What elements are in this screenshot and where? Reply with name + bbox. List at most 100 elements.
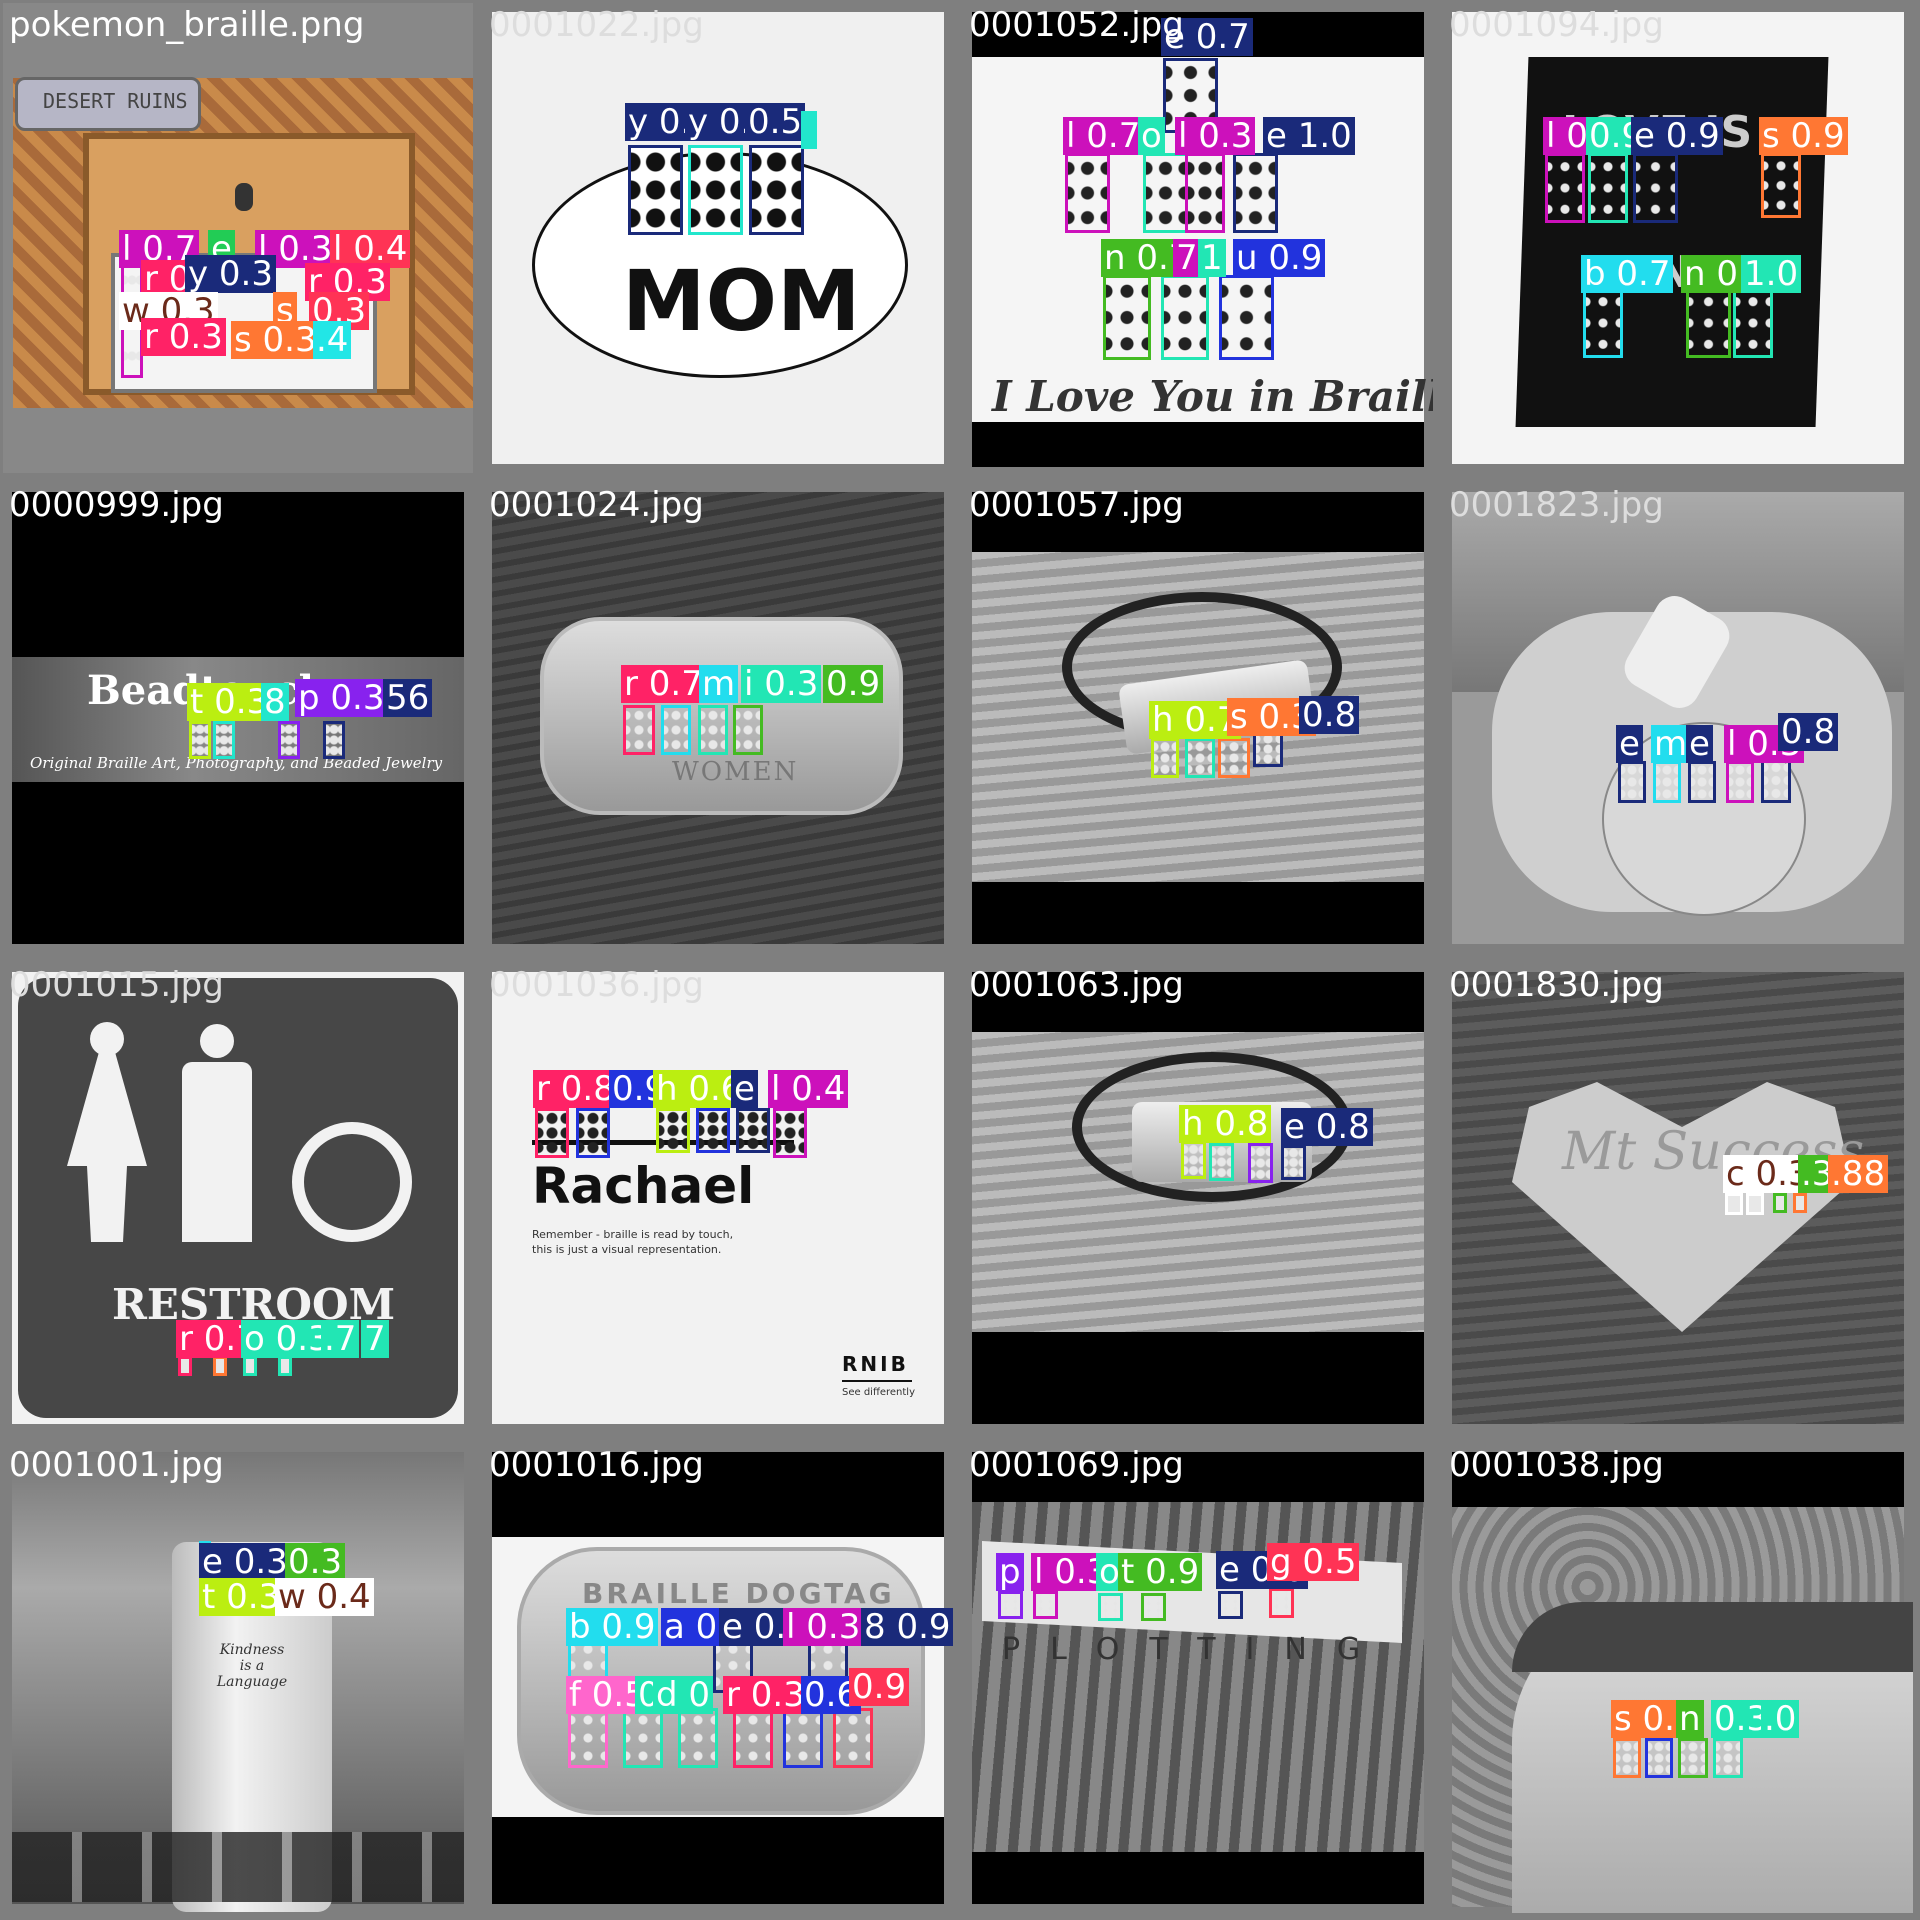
detection-box	[623, 1708, 663, 1768]
filename: pokemon_braille.png	[9, 5, 365, 45]
detection-label: e 0.7	[1161, 18, 1253, 56]
scene-text: BRAILLE DOGTAG	[582, 1577, 895, 1610]
detection-label: h 0.6	[653, 1070, 746, 1108]
detection-label: 0.5	[745, 103, 806, 141]
detection-label: 8 0.9	[861, 1608, 953, 1646]
detection-label: u 0.9	[1233, 239, 1326, 277]
detection-label: s 0.3	[231, 321, 320, 359]
detection-box	[1713, 1738, 1743, 1778]
detection-label: 0.9	[849, 1668, 910, 1706]
detection-label: l 0.7	[1063, 117, 1144, 155]
detection-box	[1033, 1591, 1058, 1619]
tile-letter: T	[1149, 1632, 1198, 1667]
detection-label: r 0.8	[533, 1070, 618, 1108]
detection-label: 1	[1198, 239, 1226, 277]
detection-box	[1583, 288, 1623, 358]
tile-9: RESTROOM 0001015.jpg r 0.7 o 0.3 .7 7	[3, 963, 473, 1433]
detection-label: a 0	[661, 1608, 721, 1646]
scene-text: MOM	[622, 252, 861, 350]
detection-label: .7	[321, 1320, 360, 1358]
tile-8: 0001823.jpg e m e l 0.3 0.8	[1443, 483, 1913, 953]
scene-text: Remember - braille is read by touch,	[532, 1228, 734, 1241]
filename: 0001016.jpg	[489, 1445, 704, 1485]
detection-box	[1686, 288, 1731, 358]
detection-box	[698, 705, 728, 755]
detection-box	[1725, 1193, 1743, 1215]
detection-box	[1141, 1593, 1166, 1621]
filename: 0001069.jpg	[969, 1445, 1184, 1485]
detection-box	[213, 721, 235, 759]
detection-box	[1688, 761, 1716, 803]
filename: 0001001.jpg	[9, 1445, 224, 1485]
detection-label: l 0.4	[768, 1070, 849, 1108]
detection-label: g 0.5	[1267, 1543, 1360, 1581]
tile-letter: L	[1050, 1632, 1096, 1667]
detection-label: p 0.3	[295, 679, 388, 717]
detection-label: t 0.3	[199, 1578, 284, 1616]
detection-box	[1726, 761, 1754, 803]
detection-label: 7	[361, 1320, 389, 1358]
detection-box	[1678, 1738, 1708, 1778]
detection-box	[1248, 1143, 1273, 1183]
plotting-tiles-image: PLOTTING	[963, 1443, 1433, 1913]
detection-box	[278, 721, 300, 759]
detection-label: p	[996, 1553, 1024, 1591]
detection-label: r 0.3	[141, 318, 226, 356]
detection-label: w 0.4	[275, 1578, 374, 1616]
detection-label: o	[1138, 117, 1165, 155]
detection-box	[623, 705, 655, 755]
detection-box	[1645, 1738, 1673, 1778]
sofa-image	[1443, 1443, 1913, 1913]
detection-box	[323, 721, 345, 759]
filename: 0001024.jpg	[489, 485, 704, 525]
tile-5: Beadtouch Original Braille Art, Photogra…	[3, 483, 473, 953]
detection-box	[213, 1356, 227, 1376]
detection-box	[733, 705, 763, 755]
detection-label: b 0.9	[566, 1608, 659, 1646]
detection-label: l 0.4	[330, 230, 411, 268]
detection-box	[1185, 738, 1215, 778]
tile-11: 0001063.jpg h 0.8 e 0.8	[963, 963, 1433, 1433]
detection-box	[1233, 153, 1278, 233]
detection-box	[1253, 731, 1283, 767]
detection-box	[1161, 275, 1209, 360]
filename: 0001057.jpg	[969, 485, 1184, 525]
tile-letter: I	[1245, 1632, 1285, 1667]
detection-label: 8	[261, 683, 289, 721]
detection-label: m	[699, 665, 739, 703]
detection-label: c 0.3	[1723, 1155, 1813, 1193]
detection-label: 7	[1173, 239, 1201, 277]
hand-pendant-image	[1443, 483, 1913, 953]
detection-box	[783, 1708, 823, 1768]
dogtag-wood-image: WOMEN	[483, 483, 953, 953]
detection-box	[1209, 1143, 1234, 1181]
tile-letter: N	[1284, 1632, 1337, 1667]
detection-box	[1588, 153, 1628, 223]
detection-box	[1219, 275, 1274, 360]
detection-box	[833, 1708, 873, 1768]
scene-text: Rachael	[532, 1157, 755, 1215]
detection-label: 0.8	[1299, 696, 1360, 734]
scene-text: Kindness is a Language	[216, 1642, 288, 1690]
detection-label: 0.3	[285, 1543, 346, 1581]
detection-box	[1773, 1193, 1787, 1213]
detection-box	[1545, 153, 1585, 223]
tile-16: 0001038.jpg s 0. n 0.3 .0	[1443, 1443, 1913, 1913]
tile-letter: T	[1197, 1632, 1246, 1667]
scene-text: I Love You in Braille	[992, 372, 1433, 421]
detection-label: h 0.8	[1179, 1105, 1272, 1143]
detection-label: t 0.9	[1118, 1553, 1203, 1591]
detection-label: o 0.3	[241, 1320, 333, 1358]
detection-box	[1185, 153, 1225, 233]
detection-box	[1103, 275, 1151, 360]
detection-label: .0	[1761, 1700, 1800, 1738]
filename: 0000999.jpg	[9, 485, 224, 525]
scene-label: DESERT RUINS	[43, 89, 188, 113]
scene-text: WOMEN	[672, 757, 799, 787]
detection-label: e 1.0	[1263, 117, 1355, 155]
detection-label: 0.8	[1778, 713, 1839, 751]
detection-box	[1281, 1145, 1306, 1180]
detection-box	[656, 1108, 690, 1153]
detection-box	[1761, 153, 1801, 218]
tile-14: BRAILLE DOGTAG 0001016.jpg b 0.9 a 0 e 0…	[483, 1443, 953, 1913]
